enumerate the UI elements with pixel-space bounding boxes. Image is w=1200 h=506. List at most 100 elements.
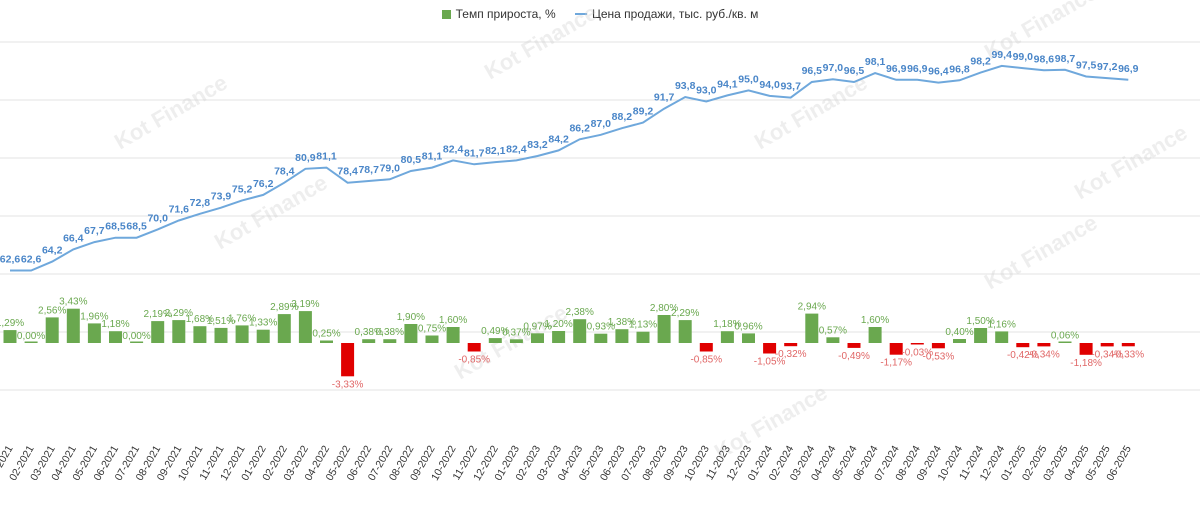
price-data-label: 96,4 xyxy=(928,66,949,78)
growth-bar xyxy=(594,333,608,343)
legend-line-swatch xyxy=(574,12,587,15)
price-data-label: 98,1 xyxy=(865,56,886,68)
growth-bar xyxy=(425,335,439,343)
growth-bar xyxy=(805,313,819,343)
growth-bar xyxy=(784,343,798,347)
growth-data-label: 1,13% xyxy=(629,320,657,331)
growth-bar xyxy=(66,308,80,343)
price-data-label: 80,9 xyxy=(295,152,316,164)
price-data-label: 68,5 xyxy=(126,221,147,233)
price-data-label: 62,6 xyxy=(0,254,20,266)
growth-data-label: 0,00% xyxy=(17,331,45,342)
price-data-label: 99,0 xyxy=(1013,51,1034,63)
growth-data-label: 1,60% xyxy=(861,315,889,326)
growth-data-label: 2,29% xyxy=(671,308,699,319)
price-data-label: 97,2 xyxy=(1097,61,1118,73)
growth-data-label: -1,18% xyxy=(1070,358,1102,369)
growth-data-label: -1,17% xyxy=(880,358,912,369)
price-data-label: 79,0 xyxy=(380,162,401,174)
growth-bar xyxy=(383,339,397,343)
growth-data-label: 1,38% xyxy=(608,317,636,328)
growth-data-label: -0,03% xyxy=(901,348,933,359)
growth-data-label: -0,42% xyxy=(1007,350,1039,361)
growth-bar xyxy=(615,329,629,343)
price-data-label: 89,2 xyxy=(633,106,654,118)
growth-bar xyxy=(404,324,418,343)
chart-legend: Темп прироста, % Цена продажи, тыс. руб.… xyxy=(0,6,1200,21)
growth-bar xyxy=(847,343,861,348)
growth-bar xyxy=(151,321,165,343)
price-data-label: 78,4 xyxy=(337,166,358,178)
price-data-label: 94,1 xyxy=(717,78,738,90)
price-data-label: 91,7 xyxy=(654,92,675,104)
price-data-label: 86,2 xyxy=(569,122,590,134)
price-data-label: 82,4 xyxy=(443,143,464,155)
growth-bar xyxy=(362,339,376,343)
growth-bar xyxy=(1016,343,1030,348)
growth-bar xyxy=(256,329,270,343)
growth-data-label: 0,37% xyxy=(502,327,530,338)
growth-data-label: 2,38% xyxy=(566,307,594,318)
growth-data-label: -0,49% xyxy=(838,351,870,362)
growth-bar xyxy=(720,331,734,343)
growth-data-label: -0,34% xyxy=(1028,349,1060,360)
growth-data-label: 0,25% xyxy=(312,329,340,340)
price-data-label: 76,2 xyxy=(253,178,274,190)
price-data-label: 96,9 xyxy=(1118,63,1139,75)
price-data-label: 78,7 xyxy=(358,164,379,176)
growth-data-label: 1,50% xyxy=(966,316,994,327)
growth-data-label: 1,33% xyxy=(249,318,277,329)
growth-bar xyxy=(277,314,291,343)
price-data-label: 93,7 xyxy=(780,81,801,93)
growth-bar xyxy=(742,333,755,343)
growth-bar xyxy=(636,331,650,343)
price-data-label: 96,8 xyxy=(949,63,970,75)
growth-data-label: 3,19% xyxy=(291,299,319,310)
growth-data-label: -0,34% xyxy=(1091,349,1123,360)
price-data-label: 88,2 xyxy=(612,111,633,123)
legend-item-price[interactable]: Цена продажи, тыс. руб./кв. м xyxy=(574,6,759,21)
growth-bars xyxy=(3,308,1135,377)
growth-bar xyxy=(3,330,17,343)
growth-data-label: 0,93% xyxy=(587,322,615,333)
growth-bar xyxy=(24,341,38,343)
growth-bar xyxy=(763,343,777,354)
growth-data-label: 1,18% xyxy=(101,319,129,330)
growth-bar xyxy=(868,327,882,343)
growth-data-label: 2,19% xyxy=(144,309,172,320)
growth-data-label: -1,05% xyxy=(754,357,786,368)
growth-data-label: 1,51% xyxy=(207,316,235,327)
growth-bar xyxy=(193,326,207,343)
price-data-label: 78,4 xyxy=(274,166,295,178)
legend-line-label: Цена продажи, тыс. руб./кв. м xyxy=(591,6,759,21)
growth-bar xyxy=(87,323,101,343)
growth-bar xyxy=(172,320,186,343)
legend-bar-swatch xyxy=(441,9,451,19)
growth-bar xyxy=(298,311,312,343)
growth-bar xyxy=(1079,343,1093,355)
price-data-label: 96,9 xyxy=(886,63,907,75)
watermark-text: Kot Finance xyxy=(980,210,1102,295)
price-data-label: 81,1 xyxy=(316,151,337,163)
growth-bar xyxy=(488,338,502,343)
growth-bar xyxy=(45,317,59,343)
growth-data-label: 2,56% xyxy=(38,305,66,316)
growth-data-label: 2,29% xyxy=(165,308,193,319)
growth-bar xyxy=(826,337,840,343)
growth-bar xyxy=(1100,343,1114,347)
growth-bar xyxy=(446,327,460,343)
price-data-label: 98,7 xyxy=(1055,53,1076,65)
growth-data-label: 0,49% xyxy=(481,326,509,337)
growth-bar xyxy=(953,339,966,343)
growth-bar xyxy=(678,320,692,343)
price-data-label: 87,0 xyxy=(591,118,612,130)
price-data-label: 96,9 xyxy=(907,63,928,75)
legend-item-growth[interactable]: Темп прироста, % xyxy=(441,6,556,21)
price-data-label: 70,0 xyxy=(147,212,168,224)
growth-bar xyxy=(1058,341,1072,343)
growth-bar xyxy=(130,341,144,343)
growth-data-label: 0,38% xyxy=(355,327,383,338)
legend-bar-label: Темп прироста, % xyxy=(455,6,556,21)
growth-data-label: 1,18% xyxy=(713,319,741,330)
